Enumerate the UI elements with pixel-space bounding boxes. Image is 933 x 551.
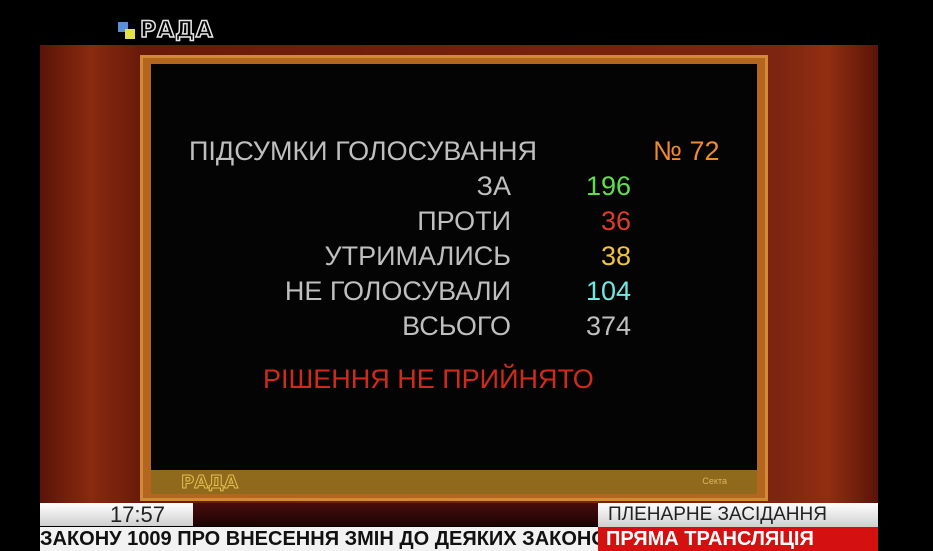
vote-label: ЗА — [476, 171, 511, 201]
ticker-top-bar — [193, 503, 598, 526]
board-frame: ПІДСУМКИ ГОЛОСУВАННЯ № 72 ЗА 196 ПРОТИ 36 УТ… — [140, 55, 768, 501]
wood-frame: ПІДСУМКИ ГОЛОСУВАННЯ № 72 ЗА 196 ПРОТИ 36 УТ… — [40, 45, 878, 503]
vote-label: НЕ ГОЛОСУВАЛИ — [284, 276, 511, 306]
clock: 17:57 — [40, 503, 193, 526]
vote-label: УТРИМАЛИСЬ — [324, 241, 512, 271]
vote-value: 196 — [585, 171, 631, 201]
vote-result: РІШЕННЯ НЕ ПРИЙНЯТО — [263, 364, 594, 394]
channel-logo: РАДА — [118, 18, 214, 43]
vote-value: 374 — [585, 311, 631, 341]
vote-number: № 72 — [653, 136, 720, 166]
logo-squares-icon — [118, 22, 136, 40]
live-badge: ПРЯМА ТРАНСЛЯЦІЯ — [598, 527, 878, 551]
vote-value: 36 — [600, 206, 631, 236]
vote-label: ПРОТИ — [417, 206, 511, 236]
vote-label: ВСЬОГО — [402, 311, 511, 341]
news-ticker: ЗАКОНУ 1009 ПРО ВНЕСЕННЯ ЗМІН ДО ДЕЯКИХ … — [40, 527, 598, 551]
vote-value: 104 — [585, 276, 631, 306]
board-title: ПІДСУМКИ ГОЛОСУВАННЯ — [189, 136, 537, 166]
channel-logo-text: РАДА — [139, 18, 214, 43]
footer-brand: Секта — [702, 476, 727, 486]
footer-logo: РАДА — [180, 472, 239, 494]
vote-value: 38 — [600, 241, 631, 271]
voting-board: ПІДСУМКИ ГОЛОСУВАННЯ № 72 ЗА 196 ПРОТИ 36 УТ… — [151, 64, 757, 470]
session-label: ПЛЕНАРНЕ ЗАСІДАННЯ — [598, 503, 878, 527]
board-footer: РАДА Секта — [151, 470, 757, 494]
